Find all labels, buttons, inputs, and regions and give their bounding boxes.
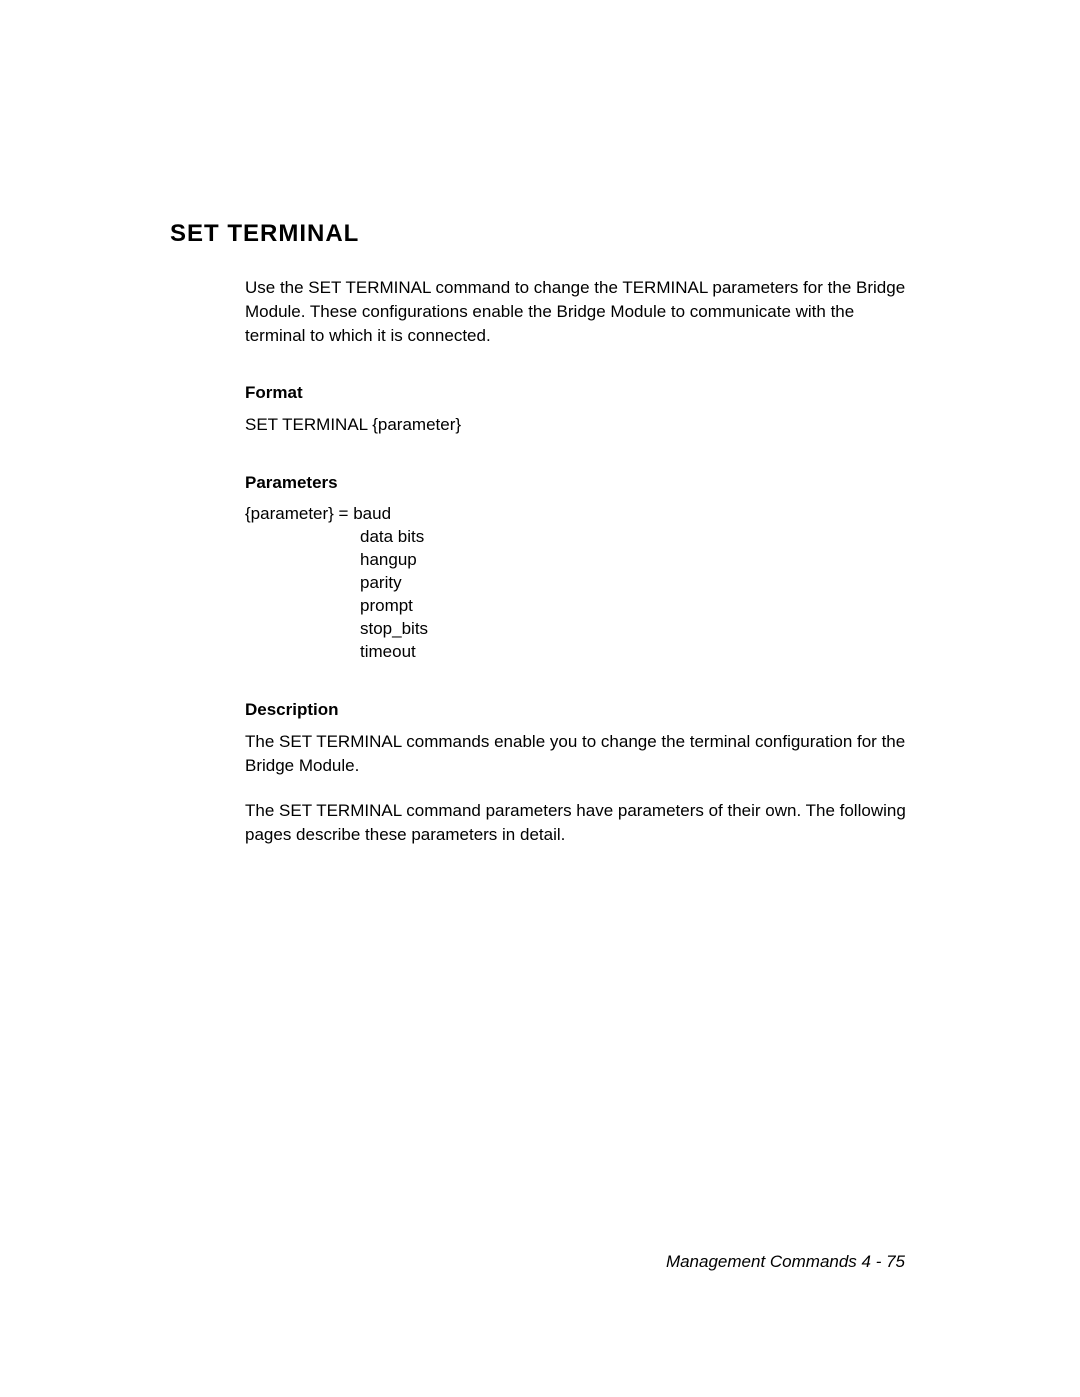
- parameters-list: {parameter} = baud data bits hangup pari…: [245, 503, 910, 664]
- parameter-item: timeout: [245, 641, 910, 664]
- format-body: SET TERMINAL {parameter}: [245, 413, 910, 437]
- parameter-item: data bits: [245, 526, 910, 549]
- parameter-item: hangup: [245, 549, 910, 572]
- content-block: Use the SET TERMINAL command to change t…: [170, 276, 910, 847]
- parameter-lead: {parameter} = baud: [245, 503, 910, 526]
- page-footer: Management Commands 4 - 75: [666, 1252, 905, 1272]
- format-heading: Format: [245, 383, 910, 403]
- description-paragraph-1: The SET TERMINAL commands enable you to …: [245, 730, 910, 778]
- parameter-item: parity: [245, 572, 910, 595]
- page-title: SET TERMINAL: [170, 220, 910, 248]
- intro-paragraph: Use the SET TERMINAL command to change t…: [245, 276, 910, 347]
- parameter-item: prompt: [245, 595, 910, 618]
- description-heading: Description: [245, 700, 910, 720]
- parameters-heading: Parameters: [245, 473, 910, 493]
- description-paragraph-2: The SET TERMINAL command parameters have…: [245, 799, 910, 847]
- parameter-item: stop_bits: [245, 618, 910, 641]
- page-container: SET TERMINAL Use the SET TERMINAL comman…: [0, 0, 1080, 847]
